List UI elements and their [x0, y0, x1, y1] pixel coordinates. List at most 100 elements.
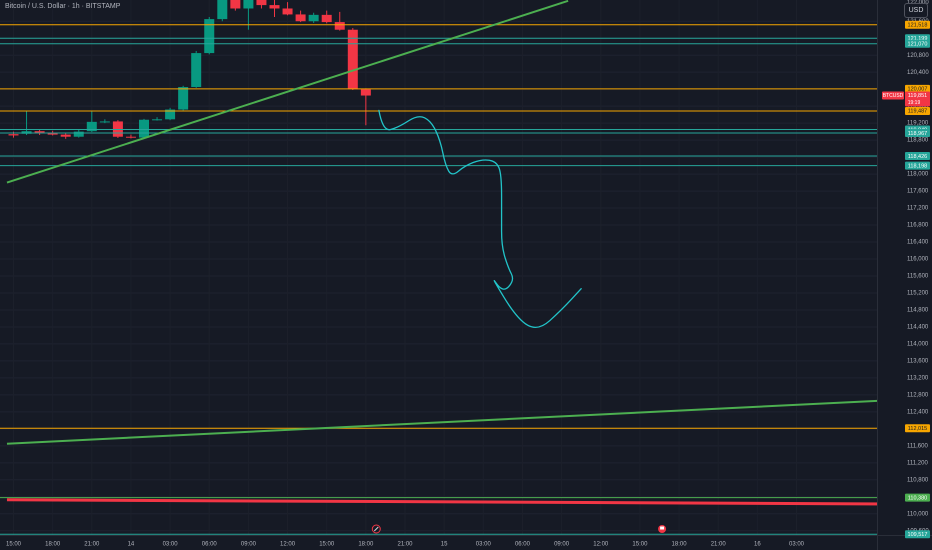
candle-body [86, 121, 97, 132]
candle-body [347, 29, 358, 90]
time-tick: 15 [441, 542, 448, 548]
price-tick: 112,800 [907, 392, 929, 398]
currency-button[interactable]: USD [904, 3, 928, 18]
candle-body [360, 89, 371, 96]
flag-marker-icon [660, 526, 665, 530]
candle-body [165, 109, 176, 120]
level-price-tag [905, 106, 930, 115]
symbol-tag-text: BTCUSD [883, 93, 904, 99]
candle-body [217, 0, 228, 20]
candle-body [321, 14, 332, 23]
candle-body [308, 14, 319, 22]
level-price-text: 112,015 [908, 426, 927, 432]
events [371, 524, 667, 534]
time-tick: 09:00 [241, 542, 257, 548]
level-price-text: 118,198 [908, 163, 927, 169]
time-tick: 16 [754, 542, 761, 548]
candle-body [282, 8, 293, 15]
candle-body [8, 134, 19, 136]
candle-body [125, 136, 136, 138]
level-price-text: 118,426 [908, 154, 927, 160]
trendline [6, 0, 569, 184]
time-tick: 15:00 [632, 542, 648, 548]
candle-body [295, 14, 306, 22]
event-marker-icon [373, 526, 379, 532]
price-tick: 114,000 [907, 342, 929, 348]
level-price-tag [905, 161, 930, 170]
candle-body [269, 5, 280, 9]
price-tick: 119,200 [907, 121, 929, 127]
level-price-tag [905, 530, 930, 539]
price-tick: 117,600 [907, 189, 929, 195]
price-tick: 116,800 [907, 223, 929, 229]
price-tick: 110,800 [907, 477, 929, 483]
time-tick: 18:00 [45, 542, 61, 548]
candle-body [34, 131, 45, 134]
level-price-tag [905, 39, 930, 48]
price-tick: 110,000 [907, 511, 929, 517]
level-price-tag [905, 20, 930, 29]
red-line [6, 498, 895, 506]
level-price-text: 120,007 [908, 87, 928, 93]
price-labels: 121,518121,199121,070120,007119,487119,0… [882, 20, 930, 539]
candle-body [21, 131, 32, 134]
current-price-text: 119,851 [908, 93, 927, 99]
price-tick: 120,800 [907, 53, 929, 59]
price-tick: 122,000 [907, 0, 929, 6]
price-tick: 111,200 [907, 460, 928, 466]
price-tick: 118,000 [907, 172, 929, 178]
price-tick: 115,600 [907, 274, 929, 280]
candle-body [230, 0, 241, 9]
candle-body [191, 53, 202, 88]
level-price-text: 121,518 [908, 22, 928, 28]
time-tick: 03:00 [476, 542, 492, 548]
level-price-tag [905, 129, 930, 138]
level-price-tag [905, 424, 930, 433]
price-tick: 116,400 [907, 240, 929, 246]
price-tick: 113,600 [907, 358, 929, 364]
level-price-text: 121,199 [908, 36, 928, 42]
price-tick: 117,200 [907, 206, 929, 212]
candle-body [256, 0, 267, 6]
candle-body [139, 119, 149, 138]
symbol-tag [882, 91, 904, 100]
time-tick: 15:00 [319, 542, 335, 548]
price-tick: 115,200 [907, 291, 929, 297]
level-price-text: 119,487 [908, 109, 927, 115]
price-tick: 120,400 [907, 70, 929, 76]
level-price-text: 110,380 [908, 495, 927, 501]
time-tick: 06:00 [202, 542, 218, 548]
time-tick: 21:00 [397, 542, 413, 548]
time-tick: 14 [128, 542, 135, 548]
price-tick: 111,600 [907, 443, 928, 449]
countdown-text: 19:19 [908, 100, 921, 106]
time-axis-bg [0, 535, 932, 550]
price-tick: 114,800 [907, 308, 929, 314]
price-tick: 119,600 [907, 104, 929, 110]
time-tick: 18:00 [672, 542, 688, 548]
candle-body [243, 0, 254, 9]
symbol-title: Bitcoin / U.S. Dollar · 1h · BITSTAMP [5, 3, 121, 10]
level-price-tag [905, 151, 930, 160]
time-tick: 03:00 [789, 542, 805, 548]
horizontal-levels [0, 24, 877, 535]
price-tick: 112,400 [907, 409, 929, 415]
level-price-text: 121,070 [908, 41, 928, 47]
time-tick: 12:00 [280, 542, 296, 548]
candle-body [334, 22, 345, 30]
level-price-text: 118,967 [908, 131, 927, 137]
candle-body [99, 121, 110, 123]
current-price-tag [905, 91, 930, 107]
price-tick: 114,400 [907, 325, 929, 331]
time-tick: 09:00 [554, 542, 570, 548]
time-tick: 15:00 [6, 542, 22, 548]
price-tick: 113,200 [907, 375, 929, 381]
time-tick: 03:00 [163, 542, 179, 548]
freehand-drawing [378, 109, 582, 329]
candle-body [73, 131, 84, 137]
time-tick: 18:00 [358, 542, 374, 548]
price-tick: 116,000 [907, 257, 929, 263]
candle-body [47, 133, 58, 135]
